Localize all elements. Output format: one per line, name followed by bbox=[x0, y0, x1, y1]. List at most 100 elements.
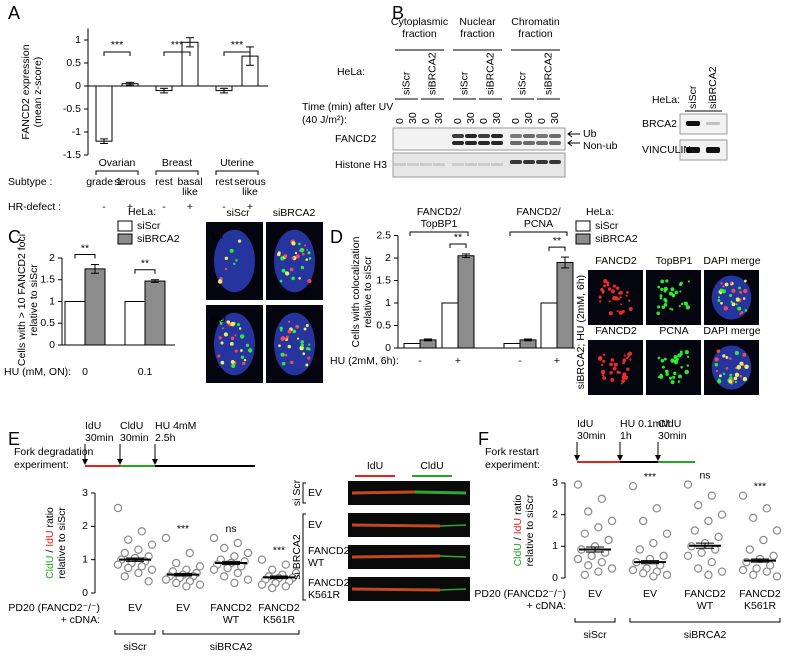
focus bbox=[287, 344, 291, 349]
focus bbox=[294, 251, 298, 255]
focus bbox=[230, 321, 235, 327]
focus bbox=[668, 291, 673, 296]
micrograph-field bbox=[646, 270, 701, 325]
y-axis-label: (mean z-score) bbox=[32, 57, 44, 128]
y-tick-label: 0 bbox=[49, 339, 55, 351]
significance: *** bbox=[273, 544, 285, 556]
fiber-row-label: EV bbox=[308, 519, 322, 531]
focus bbox=[284, 353, 288, 357]
y-axis-label: FANCD2 expression bbox=[20, 44, 32, 139]
y-tick-label: 2 bbox=[385, 252, 391, 264]
focus bbox=[290, 360, 294, 365]
focus bbox=[683, 301, 686, 304]
y-tick-label: 1.5 bbox=[376, 274, 391, 286]
focus bbox=[725, 366, 729, 370]
blot-band bbox=[452, 134, 464, 138]
focus bbox=[306, 248, 309, 252]
data-point bbox=[707, 557, 717, 567]
focus bbox=[734, 350, 740, 356]
bracket bbox=[95, 170, 139, 175]
focus bbox=[625, 356, 629, 360]
focus bbox=[285, 335, 289, 339]
significance: ** bbox=[81, 242, 89, 254]
data-point bbox=[171, 558, 181, 568]
focus bbox=[659, 296, 663, 300]
focus bbox=[301, 252, 305, 256]
blot-band bbox=[686, 147, 700, 153]
significance: *** bbox=[177, 523, 189, 535]
focus bbox=[717, 296, 720, 299]
focus bbox=[720, 301, 723, 305]
timeline-arrowhead bbox=[655, 455, 661, 461]
y-tick-label: 0.5 bbox=[40, 317, 55, 329]
cell-label: HeLa: bbox=[652, 94, 680, 106]
time-value: 30 bbox=[523, 112, 535, 124]
y-axis-label: Cells with > 10 FANCD2 foci bbox=[16, 234, 28, 366]
data-point bbox=[243, 548, 253, 558]
x-tick-label: + bbox=[455, 355, 461, 367]
focus bbox=[678, 305, 681, 308]
focus bbox=[734, 380, 738, 384]
focus bbox=[619, 296, 622, 299]
blot-band bbox=[706, 147, 720, 153]
lane-label: siBRCA2 bbox=[542, 52, 554, 95]
focus bbox=[728, 357, 732, 360]
focus bbox=[663, 297, 667, 302]
y-tick-label: 1 bbox=[82, 553, 88, 565]
focus bbox=[300, 340, 304, 344]
y-tick-label: 1.5 bbox=[40, 274, 55, 286]
data-point bbox=[134, 545, 143, 554]
data-point bbox=[762, 567, 772, 576]
focus bbox=[734, 372, 740, 378]
column-label: DAPI merge bbox=[703, 255, 760, 267]
error-bar bbox=[100, 138, 108, 144]
group-label: TopBP1 bbox=[421, 218, 458, 230]
focus bbox=[597, 356, 603, 361]
data-point bbox=[195, 580, 205, 589]
time-label: (40 J/m²): bbox=[302, 114, 347, 126]
blot-band bbox=[465, 141, 477, 145]
y-tick-label: 0.5 bbox=[66, 57, 81, 69]
fiber-label: CldU bbox=[420, 460, 443, 472]
fiber-group-label: si BRCA2 bbox=[291, 534, 303, 580]
bar bbox=[540, 302, 558, 349]
focus bbox=[303, 327, 307, 331]
step-label: 30min bbox=[577, 430, 606, 442]
focus bbox=[729, 294, 733, 298]
focus bbox=[601, 373, 605, 377]
focus bbox=[660, 358, 665, 363]
lane-label: siBRCA2 bbox=[707, 66, 719, 109]
focus bbox=[687, 280, 690, 283]
data-point bbox=[752, 564, 761, 573]
data-point bbox=[707, 491, 717, 500]
x-tick-label: 0 bbox=[82, 366, 88, 378]
blot-strip bbox=[679, 113, 728, 135]
focus bbox=[717, 299, 721, 302]
focus bbox=[659, 294, 663, 298]
data-point bbox=[123, 535, 133, 544]
time-value: 30 bbox=[549, 112, 561, 124]
focus bbox=[618, 290, 623, 295]
focus bbox=[628, 299, 631, 302]
group-label: FANCD2/ bbox=[417, 206, 461, 218]
band-label: Ub bbox=[583, 128, 597, 140]
x-axis-label: HU (2mM, 6h): bbox=[330, 355, 399, 367]
column-label: TopBP1 bbox=[656, 255, 693, 267]
y-tick-label: 0.5 bbox=[376, 319, 391, 331]
lane-label: siScr bbox=[687, 85, 699, 109]
focus bbox=[608, 311, 613, 316]
focus bbox=[718, 374, 722, 378]
hr-defect-label: - bbox=[162, 201, 166, 213]
focus bbox=[620, 382, 623, 385]
y-axis-label: Cells with colocalization bbox=[350, 236, 362, 347]
bar bbox=[441, 302, 459, 349]
time-value: 30 bbox=[491, 112, 503, 124]
focus bbox=[610, 377, 615, 382]
focus bbox=[722, 285, 725, 288]
focus bbox=[717, 379, 722, 384]
lane-label: siBRCA2 bbox=[426, 52, 438, 95]
hr-defect-label: + bbox=[247, 201, 253, 213]
focus bbox=[740, 310, 744, 315]
blot-band bbox=[536, 160, 548, 164]
